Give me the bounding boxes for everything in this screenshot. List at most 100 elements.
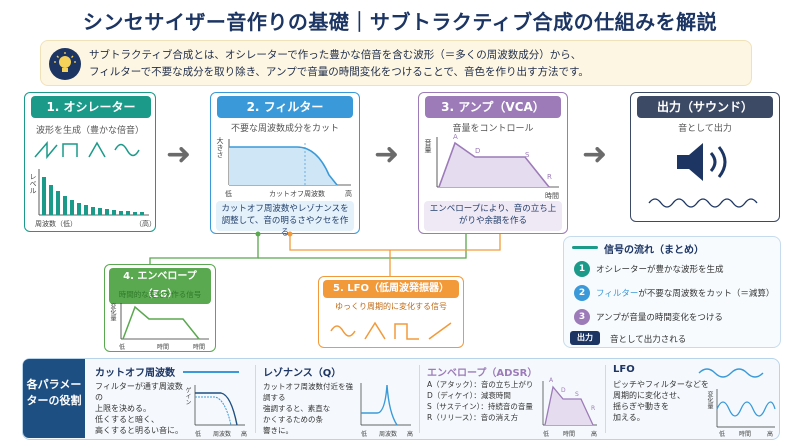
flow-step-1-badge: 1: [574, 261, 590, 277]
cutoff-x-low: 低: [195, 431, 202, 438]
adsr-x-low: 低: [543, 431, 550, 438]
filter-title: 2. フィルター: [217, 96, 353, 118]
flow-line-icon: [572, 246, 598, 249]
envelope-x-start: 低: [119, 344, 126, 351]
oscillator-title: 1. オシレーター: [31, 96, 151, 118]
flow-step-2-text: フィルターが不要な周波数をカット（＝減算）: [596, 287, 774, 299]
lfo-role-text: ピッチやフィルターなどを 周期的に変化させ、 揺らぎや動きを 加える。: [613, 379, 713, 423]
lfo-role-text-line: 揺らぎや動きを: [613, 402, 669, 411]
column-divider: [605, 365, 606, 433]
adsr-point-s: S: [575, 391, 579, 398]
lfo-role-text-line: 周期的に変化させ、: [613, 391, 685, 400]
amp-subtitle: 音量をコントロール: [452, 124, 534, 134]
filter-subtitle: 不要な周波数成分をカット: [230, 124, 339, 134]
amp-point-d: D: [475, 147, 481, 155]
flow-step-3-text: アンプが音量の時間変化をつける: [596, 313, 723, 323]
resonance-title: レゾナンス（Q）: [263, 368, 342, 379]
waveform-icons: [34, 140, 140, 160]
filter-x-high: 高: [345, 190, 352, 198]
column-divider: [255, 365, 256, 433]
flow-output-text: 音として出力される: [610, 335, 687, 345]
adsr-point-d: D: [561, 387, 566, 394]
output-box: 出力（サウンド） 音として出力: [630, 92, 780, 222]
arrow-right-icon: ➜: [374, 137, 400, 172]
adsr-point-r: R: [591, 405, 596, 412]
envelope-subtitle: 時間的な変化を作る信号: [118, 290, 202, 299]
cutoff-text-line: フィルターが通す周波数の: [95, 382, 183, 402]
adsr-text-line: R（リリース）：音の消え方: [427, 413, 519, 422]
lfo-role-y-axis: 変化量: [706, 391, 713, 409]
lfo-title: 5. LFO（低周波発振器）: [323, 280, 459, 298]
cutoff-arrow-bar: [183, 371, 239, 373]
cutoff-text-line: 上限を決める。: [95, 404, 151, 413]
flow-output-badge: 出力: [570, 331, 600, 345]
amp-point-r: R: [547, 173, 552, 181]
speaker-icon: [677, 143, 727, 181]
adsr-text: A（アタック）：音の立ち上がり D（ディケイ）：減衰時間 S（サステイン）：持続…: [427, 379, 539, 423]
amp-note: エンベロープにより、音の立ち上がりや余韻を作る: [424, 201, 562, 231]
adsr-text-line: A（アタック）：音の立ち上がり: [427, 380, 534, 389]
intro-line-2: フィルターで不要な成分を取り除き、アンプで音量の時間変化をつけることで、音色を作…: [89, 66, 589, 78]
adsr-x-mid: 時間: [563, 431, 576, 438]
envelope-title: 4. エンベロープ（EG）: [109, 268, 211, 304]
envelope-graph: [120, 303, 209, 340]
resonance-text: カットオフ周波数付近を強調する 強調すると、素直な かくするための条 響きに。: [263, 381, 355, 436]
output-title: 出力（サウンド）: [637, 96, 773, 118]
adsr-text-line: S（サステイン）：持続音の音量: [427, 402, 533, 411]
cutoff-text: フィルターが通す周波数の 上限を決める。 低くすると暗く、 高くすると明るい音に…: [95, 381, 187, 436]
adsr-title: エンベロープ（ADSR）: [427, 368, 538, 379]
lfo-role-title: LFO: [613, 364, 635, 375]
lfo-role-wave-icon: [698, 368, 764, 378]
signal-flow-summary: 信号の流れ（まとめ） 1 オシレーターが豊かな波形を生成 2 フィルターが不要な…: [563, 236, 781, 348]
filter-box: 2. フィルター 不要な周波数成分をカット 大きさ 低 カットオフ周波数 高 カ…: [210, 92, 360, 238]
parameter-roles-panel: 各パラメーターの役割 カットオフ周波数 フィルターが通す周波数の 上限を決める。…: [22, 358, 780, 440]
cutoff-title: カットオフ周波数: [95, 368, 175, 379]
adsr-text-line: D（ディケイ）：減衰時間: [427, 391, 511, 400]
lfo-role-graph: [716, 389, 776, 428]
resonance-graph: [360, 383, 411, 426]
resonance-x-high: 高: [407, 431, 414, 438]
cutoff-y-axis: ゲイン: [184, 387, 191, 405]
lfo-subtitle: ゆっくり周期的に変化する信号: [335, 302, 447, 311]
arrow-right-icon: ➜: [582, 137, 608, 172]
column-divider: [419, 365, 420, 433]
flow-title: 信号の流れ（まとめ）: [604, 245, 704, 256]
intro-box: サブトラクティブ合成とは、オシレーターで作った豊かな倍音を含む波形（＝多くの周波…: [40, 40, 752, 86]
output-subtitle: 音として出力: [678, 124, 732, 134]
parameter-roles-label: 各パラメーターの役割: [23, 359, 85, 438]
cutoff-x-mid: 周波数: [213, 431, 232, 438]
sound-wave-icon: [648, 198, 758, 208]
filter-x-mid: カットオフ周波数: [269, 190, 325, 198]
amp-y-axis: 音量: [424, 139, 432, 153]
envelope-x-end: 時間: [193, 344, 206, 351]
filter-y-axis: 大きさ: [216, 137, 224, 158]
adsr-graph: [542, 381, 597, 426]
oscillator-x-axis: 周波数（低）: [35, 220, 77, 228]
amp-point-s: S: [525, 151, 530, 159]
flow-step-3-badge: 3: [574, 309, 590, 325]
flow-step-2-rest: が不要な周波数をカット（＝減算）: [638, 289, 775, 299]
oscillator-subtitle: 波形を生成（豊かな倍音）: [35, 126, 144, 136]
lfo-box: 5. LFO（低周波発振器） ゆっくり周期的に変化する信号: [318, 276, 464, 348]
adsr-x-high: 高: [591, 431, 598, 438]
adsr-point-a: A: [549, 377, 554, 384]
filter-curve: [228, 139, 351, 186]
lfo-role-text-line: ピッチやフィルターなどを: [613, 380, 709, 389]
resonance-text-line: かくするための条: [263, 415, 323, 424]
lightbulb-icon: [49, 48, 81, 80]
lfo-waveform-icons: [330, 321, 452, 340]
filter-x-low: 低: [225, 190, 232, 198]
oscillator-box: 1. オシレーター 波形を生成（豊かな倍音） レベル 周波数（低） （高）: [24, 92, 156, 232]
cutoff-x-high: 高: [241, 431, 248, 438]
intro-text: サブトラクティブ合成とは、オシレーターで作った豊かな倍音を含む波形（＝多くの周波…: [89, 47, 749, 81]
oscillator-x-axis-end: （高）: [135, 220, 156, 228]
oscillator-y-axis: レベル: [29, 173, 37, 194]
envelope-x-mid: 時間: [157, 344, 170, 351]
amp-box: 3. アンプ（VCA） 音量をコントロール A D S R 音量 時間 エンベロ…: [418, 92, 568, 234]
flow-step-2-prefix: フィルター: [596, 289, 639, 299]
resonance-text-line: 響きに。: [263, 426, 293, 435]
flow-step-2-badge: 2: [574, 285, 590, 301]
cutoff-text-line: 低くすると暗く、: [95, 415, 159, 424]
resonance-text-line: カットオフ周波数付近を強調する: [263, 382, 353, 402]
